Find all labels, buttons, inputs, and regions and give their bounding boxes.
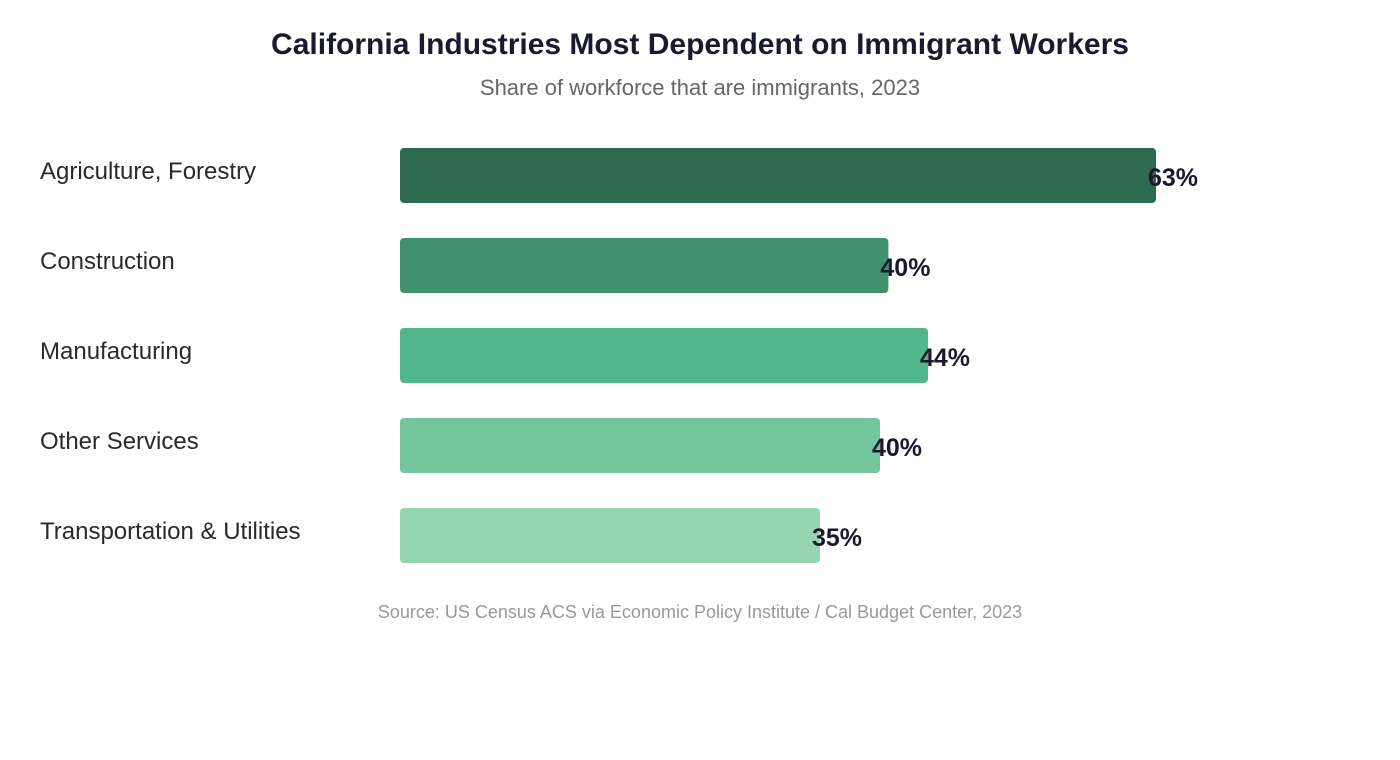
bar xyxy=(400,508,820,563)
category-label: Construction xyxy=(40,248,175,275)
chart-subtitle: Share of workforce that are immigrants, … xyxy=(479,75,921,100)
source-note: Source: US Census ACS via Economic Polic… xyxy=(377,602,1023,622)
data-label: 63% xyxy=(1148,164,1198,192)
bar xyxy=(400,238,889,293)
bar xyxy=(400,418,880,473)
category-label: Agriculture, Forestry xyxy=(40,158,256,185)
data-label: 35% xyxy=(812,524,862,552)
data-label: 40% xyxy=(872,434,922,462)
chart-title: California Industries Most Dependent on … xyxy=(271,28,1129,61)
category-label: Transportation & Utilities xyxy=(40,518,301,545)
bar xyxy=(400,328,928,383)
data-label: 44% xyxy=(920,344,970,372)
category-label: Other Services xyxy=(40,428,199,455)
data-label: 40% xyxy=(880,254,930,282)
category-label: Manufacturing xyxy=(40,338,192,365)
bar xyxy=(400,148,1156,203)
